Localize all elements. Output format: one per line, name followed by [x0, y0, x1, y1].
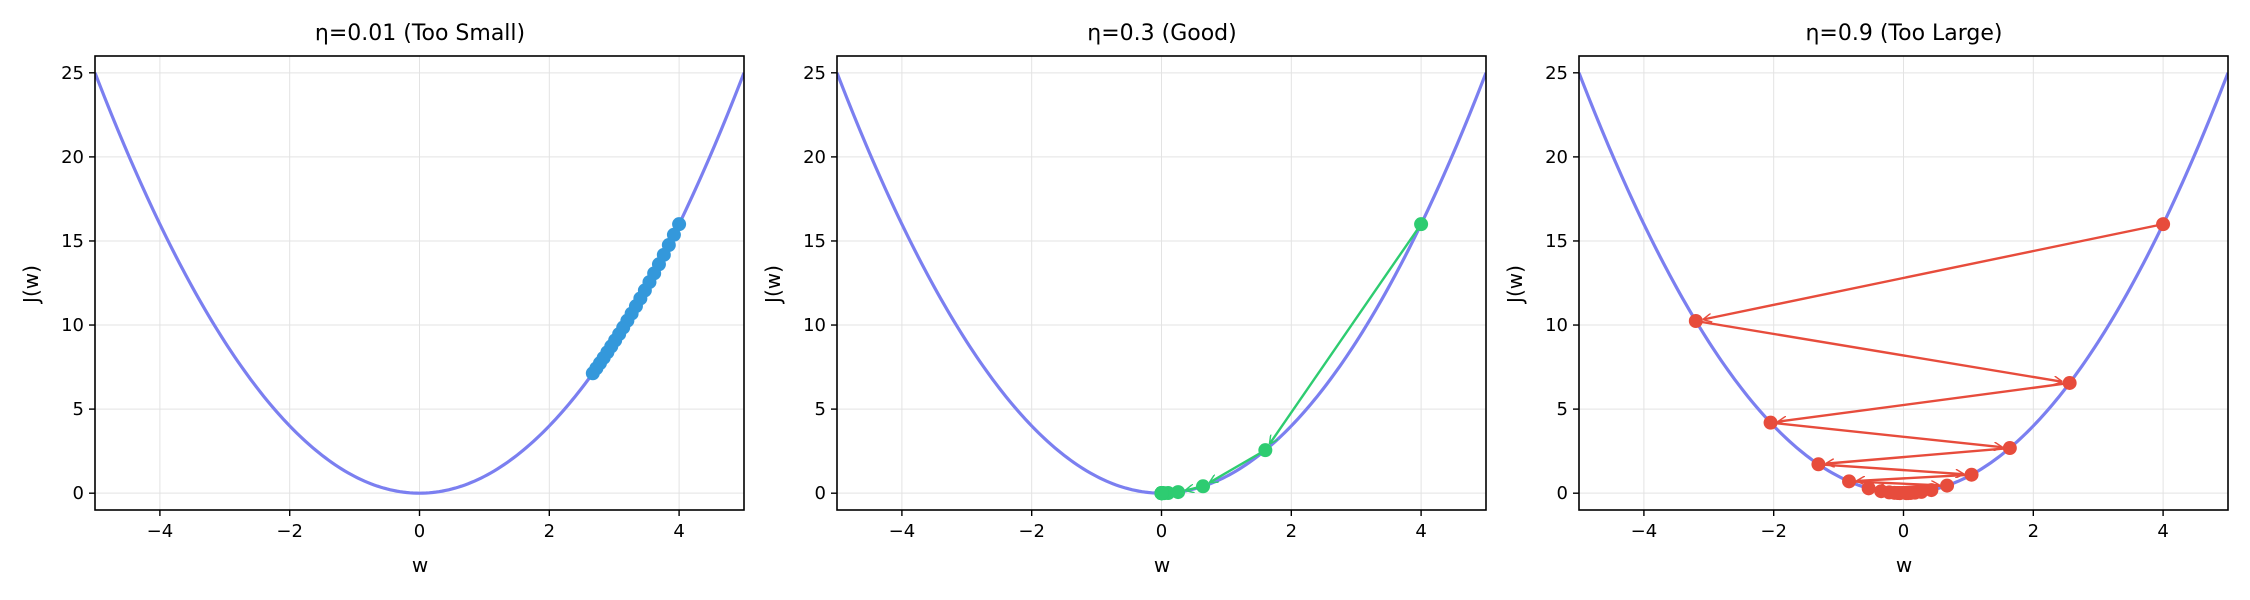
y-tick-label: 0 [73, 483, 84, 504]
y-tick-label: 15 [61, 231, 84, 252]
y-tick-label: 5 [73, 399, 84, 420]
x-tick-label: −2 [276, 521, 303, 542]
x-tick-label: −2 [1760, 521, 1787, 542]
y-tick-label: 25 [61, 63, 84, 84]
x-tick-label: 4 [673, 521, 684, 542]
y-tick-label: 5 [815, 399, 826, 420]
panel-title: η=0.01 (Too Small) [315, 21, 525, 46]
iterate-point [1842, 474, 1857, 489]
panel-good: η=0.3 (Good) w J(w) −4 −2 0 2 4 0 5 10 15 20 25 [761, 21, 1487, 577]
x-tick-label: 2 [2028, 521, 2039, 542]
panel-too-small: η=0.01 (Too Small) w J(w) −4 −2 0 2 4 0 5 10 15 2… [19, 21, 745, 577]
iterate-point [1154, 486, 1169, 501]
x-tick-label: 2 [1286, 521, 1297, 542]
iterate-point [1763, 415, 1778, 430]
x-axis-label: w [412, 553, 428, 577]
y-tick-label: 15 [1545, 231, 1568, 252]
step-arrow [1704, 222, 2164, 319]
step-arrow [1857, 473, 1972, 481]
iterate-point [1688, 314, 1703, 329]
iterate-point [1414, 217, 1429, 232]
y-axis-label: J(w) [19, 265, 43, 305]
panel-title: η=0.3 (Good) [1087, 21, 1236, 46]
panel-too-large: η=0.9 (Too Large) w J(w) −4 −2 0 2 4 0 5 10 15 20… [1503, 21, 2229, 577]
panel-title: η=0.9 (Too Large) [1805, 21, 2002, 46]
x-tick-label: 4 [1415, 521, 1426, 542]
x-tick-label: 4 [2157, 521, 2168, 542]
y-tick-label: 20 [803, 147, 826, 168]
y-tick-label: 15 [803, 231, 826, 252]
x-tick-label: 0 [1898, 521, 1909, 542]
step-arrow [1210, 449, 1266, 482]
step-arrow [1270, 223, 1423, 443]
step-arrow [1849, 480, 1939, 485]
y-tick-label: 5 [1557, 399, 1568, 420]
iterate-point [2156, 217, 2171, 232]
y-tick-label: 25 [1545, 63, 1568, 84]
x-tick-label: −2 [1018, 521, 1045, 542]
y-axis-label: J(w) [761, 265, 785, 305]
step-arrow [1779, 381, 2070, 422]
y-tick-label: 0 [1557, 483, 1568, 504]
x-tick-label: 0 [1156, 521, 1167, 542]
y-tick-label: 25 [803, 63, 826, 84]
iterate-point [1196, 479, 1211, 494]
x-tick-label: −4 [147, 521, 174, 542]
iterate-point [1258, 443, 1273, 458]
x-tick-label: −4 [889, 521, 916, 542]
iterate-point [1899, 486, 1914, 501]
y-tick-label: 20 [1545, 147, 1568, 168]
x-axis-label: w [1154, 553, 1170, 577]
y-tick-label: 10 [61, 315, 84, 336]
step-arrow [1695, 319, 2062, 382]
y-axis-label: J(w) [1503, 265, 1527, 305]
iterate-point [1811, 457, 1826, 472]
y-tick-label: 20 [61, 147, 84, 168]
iterate-point [2062, 375, 2077, 390]
x-tick-label: 2 [544, 521, 555, 542]
y-tick-label: 0 [815, 483, 826, 504]
iterate-point [2002, 441, 2017, 456]
step-arrow [1826, 446, 2010, 464]
iterate-point [672, 217, 687, 232]
x-tick-label: −4 [1631, 521, 1658, 542]
step-arrow [1818, 463, 1963, 474]
x-axis-label: w [1896, 553, 1912, 577]
iterate-point [585, 366, 600, 381]
iterate-point [1940, 478, 1955, 493]
step-arrow [1770, 421, 2002, 448]
y-tick-label: 10 [803, 315, 826, 336]
x-tick-label: 0 [414, 521, 425, 542]
iterate-point [1861, 481, 1876, 496]
y-tick-label: 10 [1545, 315, 1568, 336]
iterate-point [1964, 467, 1979, 482]
